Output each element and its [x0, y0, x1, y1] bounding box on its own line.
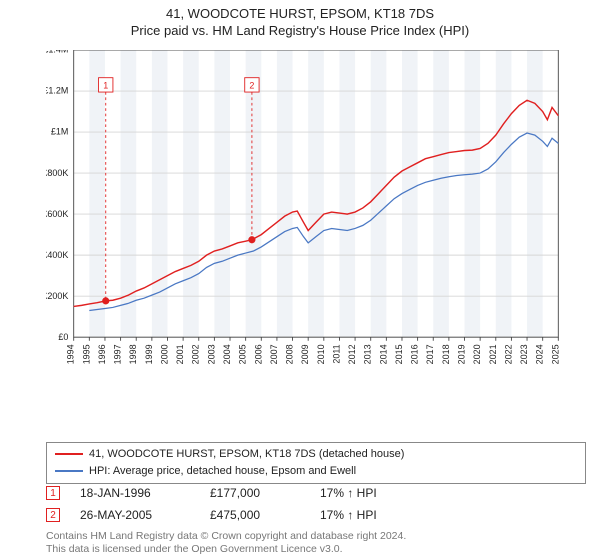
svg-text:£800K: £800K	[46, 168, 68, 178]
chart-title: 41, WOODCOTE HURST, EPSOM, KT18 7DS	[0, 6, 600, 21]
price-chart: £0 £200K £400K £600K £800K £1M £1.2M £1.4M 1994 1…	[46, 50, 586, 400]
legend: 41, WOODCOTE HURST, EPSOM, KT18 7DS (det…	[46, 442, 586, 484]
svg-text:1999: 1999	[144, 344, 154, 364]
svg-text:1998: 1998	[128, 344, 138, 364]
svg-text:£0: £0	[58, 332, 68, 342]
svg-text:£1.2M: £1.2M	[46, 86, 68, 96]
svg-text:2019: 2019	[457, 344, 467, 364]
svg-text:2017: 2017	[425, 344, 435, 364]
legend-label: 41, WOODCOTE HURST, EPSOM, KT18 7DS (det…	[89, 446, 404, 463]
svg-text:2007: 2007	[269, 344, 279, 364]
svg-text:2016: 2016	[410, 344, 420, 364]
svg-text:2006: 2006	[253, 344, 263, 364]
legend-swatch	[55, 453, 83, 455]
sale-row: 1 18-JAN-1996 £177,000 17% ↑ HPI	[46, 482, 586, 504]
sale-hpi: 17% ↑ HPI	[320, 508, 410, 522]
svg-text:2: 2	[249, 80, 254, 90]
sale-hpi: 17% ↑ HPI	[320, 486, 410, 500]
svg-text:2013: 2013	[363, 344, 373, 364]
svg-text:2001: 2001	[175, 344, 185, 364]
svg-text:2018: 2018	[441, 344, 451, 364]
legend-item: HPI: Average price, detached house, Epso…	[55, 463, 577, 480]
sale-date: 18-JAN-1996	[80, 486, 190, 500]
svg-text:£600K: £600K	[46, 209, 68, 219]
svg-text:2011: 2011	[331, 344, 341, 363]
sale-marker-icon: 2	[46, 508, 60, 522]
svg-text:£1.4M: £1.4M	[46, 50, 68, 55]
svg-text:2020: 2020	[472, 344, 482, 364]
svg-text:1: 1	[103, 80, 108, 90]
chart-container: 41, WOODCOTE HURST, EPSOM, KT18 7DS Pric…	[0, 0, 600, 560]
svg-text:£1M: £1M	[51, 127, 68, 137]
sale-price: £475,000	[210, 508, 300, 522]
svg-text:1997: 1997	[113, 344, 123, 364]
attribution-footer: Contains HM Land Registry data © Crown c…	[46, 530, 586, 556]
chart-subtitle: Price paid vs. HM Land Registry's House …	[0, 23, 600, 38]
svg-text:2012: 2012	[347, 344, 357, 364]
sale-row: 2 26-MAY-2005 £475,000 17% ↑ HPI	[46, 504, 586, 526]
svg-text:2025: 2025	[550, 344, 560, 364]
svg-text:2004: 2004	[222, 344, 232, 364]
footer-line: This data is licensed under the Open Gov…	[46, 543, 586, 556]
svg-text:2010: 2010	[316, 344, 326, 364]
svg-text:2003: 2003	[206, 344, 216, 364]
svg-text:2009: 2009	[300, 344, 310, 364]
svg-text:1995: 1995	[81, 344, 91, 364]
svg-text:2005: 2005	[238, 344, 248, 364]
svg-text:£200K: £200K	[46, 291, 68, 301]
sale-events: 1 18-JAN-1996 £177,000 17% ↑ HPI 2 26-MA…	[46, 482, 586, 526]
legend-swatch	[55, 470, 83, 472]
svg-text:2021: 2021	[488, 344, 498, 364]
title-block: 41, WOODCOTE HURST, EPSOM, KT18 7DS Pric…	[0, 0, 600, 38]
sale-marker-icon: 1	[46, 486, 60, 500]
svg-text:£400K: £400K	[46, 250, 68, 260]
svg-text:2015: 2015	[394, 344, 404, 364]
sale-price: £177,000	[210, 486, 300, 500]
footer-line: Contains HM Land Registry data © Crown c…	[46, 530, 586, 543]
svg-text:2002: 2002	[191, 344, 201, 364]
svg-text:2014: 2014	[378, 344, 388, 364]
svg-text:2023: 2023	[519, 344, 529, 364]
svg-text:2022: 2022	[503, 344, 513, 364]
svg-text:1996: 1996	[97, 344, 107, 364]
svg-text:2008: 2008	[285, 344, 295, 364]
legend-item: 41, WOODCOTE HURST, EPSOM, KT18 7DS (det…	[55, 446, 577, 463]
svg-text:2024: 2024	[535, 344, 545, 364]
svg-text:2000: 2000	[159, 344, 169, 364]
sale-date: 26-MAY-2005	[80, 508, 190, 522]
svg-text:1994: 1994	[66, 344, 76, 364]
legend-label: HPI: Average price, detached house, Epso…	[89, 463, 356, 480]
